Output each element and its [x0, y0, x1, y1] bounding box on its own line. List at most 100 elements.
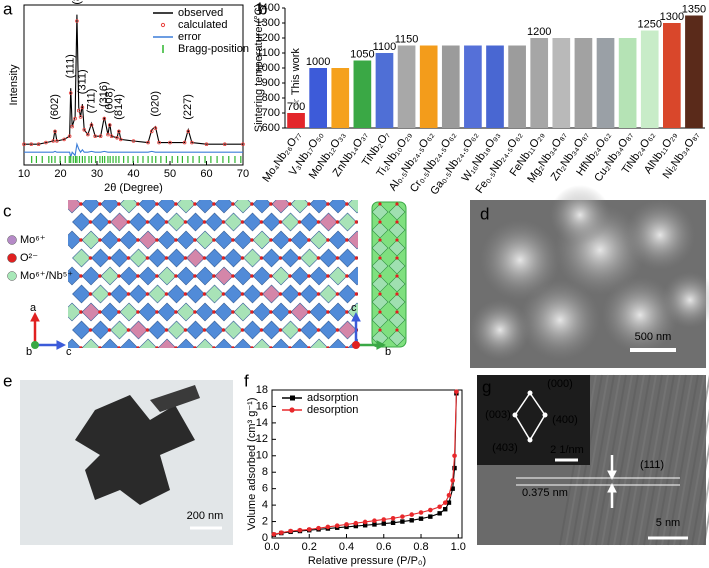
marker [316, 525, 321, 531]
polyhedron [233, 200, 253, 214]
marker [115, 136, 119, 140]
marker [53, 129, 57, 134]
polyhedron [371, 275, 389, 293]
polyhedron [91, 284, 110, 304]
peak-label: (602) [49, 94, 61, 120]
value-label: 1050 [350, 48, 374, 60]
polyhedron [262, 284, 281, 304]
lattice-fringe [691, 442, 709, 546]
marker [409, 512, 415, 517]
scale-label: 2 1/nm [550, 444, 584, 456]
peak-label: (311) [76, 69, 88, 94]
oxygen-atom [364, 346, 368, 350]
polyhedron [309, 302, 329, 322]
polyhedron [68, 338, 82, 348]
marker [443, 507, 448, 512]
polyhedron [243, 248, 262, 268]
oxygen-atom [335, 220, 340, 224]
polyhedron [347, 230, 358, 250]
polyhedron [176, 266, 196, 286]
bar [287, 113, 305, 128]
oxygen-atom [269, 202, 273, 206]
polyhedron [110, 284, 129, 304]
polyhedron [205, 212, 224, 232]
oxygen-atom [307, 202, 311, 206]
polyhedron [176, 230, 196, 250]
oxygen-atom [98, 310, 102, 314]
polyhedron [328, 230, 348, 250]
axis-label: c [66, 346, 72, 358]
oxygen-atom [354, 292, 358, 296]
lattice-fringe [631, 374, 663, 546]
oxygen-atom [259, 256, 264, 260]
polyhedron [167, 284, 186, 304]
oxygen-atom [395, 202, 399, 206]
polyhedron [119, 266, 139, 286]
polyhedron [271, 302, 291, 322]
marker [334, 523, 340, 528]
polyhedron [148, 320, 167, 340]
oxygen-atom [202, 220, 207, 224]
oxygen-atom [378, 292, 382, 296]
x-tick-label: 1.0 [451, 541, 466, 553]
oxygen-atom [88, 328, 93, 332]
polyhedron [300, 248, 319, 268]
bar [441, 45, 460, 128]
oxygen-atom [79, 202, 83, 206]
oxygen-atom [240, 220, 245, 224]
oxygen-atom [288, 346, 292, 348]
panel-label: g [482, 377, 491, 396]
polyhedron [148, 212, 167, 232]
polyhedron [119, 338, 139, 348]
plane-label: (111) [640, 459, 664, 471]
legend-swatch [290, 395, 295, 401]
oxygen-atom [212, 238, 216, 242]
bar [574, 38, 593, 128]
polyhedron [138, 302, 158, 322]
marker [131, 139, 136, 143]
marker [390, 515, 396, 521]
oxygen-atom [335, 256, 340, 260]
polyhedron [129, 212, 148, 232]
marker [118, 137, 123, 142]
series-line [273, 393, 457, 536]
oxygen-atom [202, 328, 207, 332]
oxygen-atom [288, 274, 292, 278]
polyhedron [129, 320, 148, 340]
marker [450, 486, 455, 491]
legend-label: Mo⁶⁺ [20, 234, 46, 246]
bar [596, 38, 615, 128]
polyhedron [195, 266, 215, 286]
oxygen-atom [378, 220, 382, 224]
marker [390, 520, 396, 525]
polyhedron [119, 302, 139, 322]
oxygen-atom [136, 346, 140, 348]
polyhedron [262, 248, 281, 268]
polyhedron [81, 200, 101, 214]
oxygen-atom [259, 220, 264, 224]
marker [73, 116, 77, 121]
marker [353, 523, 359, 529]
particle [75, 395, 195, 505]
marker [157, 140, 161, 145]
oxygen-atom [117, 346, 121, 348]
marker [29, 142, 34, 147]
y-tick-label: 1400 [256, 2, 280, 14]
oxygen-atom [174, 238, 178, 242]
lattice-fringe [661, 374, 693, 546]
marker [89, 123, 94, 127]
y-tick-label: 10 [256, 450, 268, 462]
oxygen-atom [335, 328, 340, 332]
oxygen-atom [240, 256, 245, 260]
lattice-fringe [619, 374, 651, 546]
annotation: ☆ This work [290, 48, 302, 108]
polyhedron [157, 338, 177, 348]
legend-atom [7, 253, 17, 263]
polyhedron [214, 338, 234, 348]
polyhedron [167, 248, 186, 268]
lattice-fringe [649, 374, 681, 546]
polyhedron [371, 257, 389, 275]
marker [75, 19, 79, 23]
marker [146, 140, 150, 145]
polyhedron [68, 200, 82, 214]
